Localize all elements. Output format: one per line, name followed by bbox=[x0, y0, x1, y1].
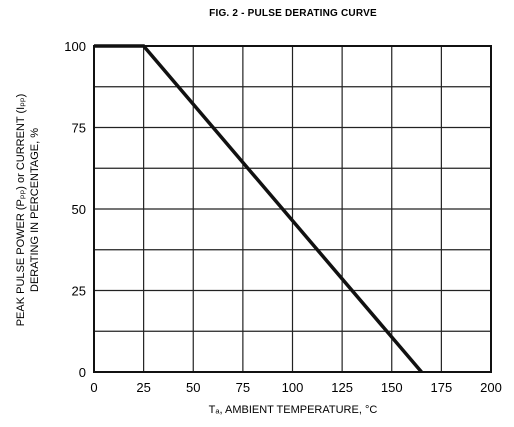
x-tick-label: 125 bbox=[331, 380, 353, 395]
x-tick-label: 25 bbox=[136, 380, 150, 395]
x-tick-label: 75 bbox=[236, 380, 250, 395]
x-axis-label: Tₐ, AMBIENT TEMPERATURE, °C bbox=[209, 404, 378, 416]
y-tick-label: 75 bbox=[72, 121, 86, 136]
y-tick-label: 50 bbox=[72, 202, 86, 217]
y-axis-label-line2: DERATING IN PERCENTAGE, % bbox=[29, 128, 41, 292]
chart-title: FIG. 2 - PULSE DERATING CURVE bbox=[209, 8, 377, 19]
plot-frame bbox=[93, 45, 492, 373]
x-tick-label: 50 bbox=[186, 380, 200, 395]
x-tick-label: 150 bbox=[381, 380, 403, 395]
x-tick-label: 200 bbox=[480, 380, 502, 395]
y-tick-label: 25 bbox=[72, 284, 86, 299]
x-tick-label: 0 bbox=[90, 380, 97, 395]
grid bbox=[94, 46, 491, 372]
y-tick-label: 0 bbox=[79, 365, 86, 380]
y-tick-labels: 0 25 50 75 100 bbox=[64, 39, 86, 380]
x-tick-label: 100 bbox=[282, 380, 304, 395]
y-tick-label: 100 bbox=[64, 39, 86, 54]
x-tick-label: 175 bbox=[431, 380, 453, 395]
x-tick-labels: 0 25 50 75 100 125 150 175 200 bbox=[90, 380, 501, 395]
y-axis-label-line1: PEAK PULSE POWER (Pₚₚ) or CURRENT (Iₚₚ) bbox=[15, 94, 27, 327]
